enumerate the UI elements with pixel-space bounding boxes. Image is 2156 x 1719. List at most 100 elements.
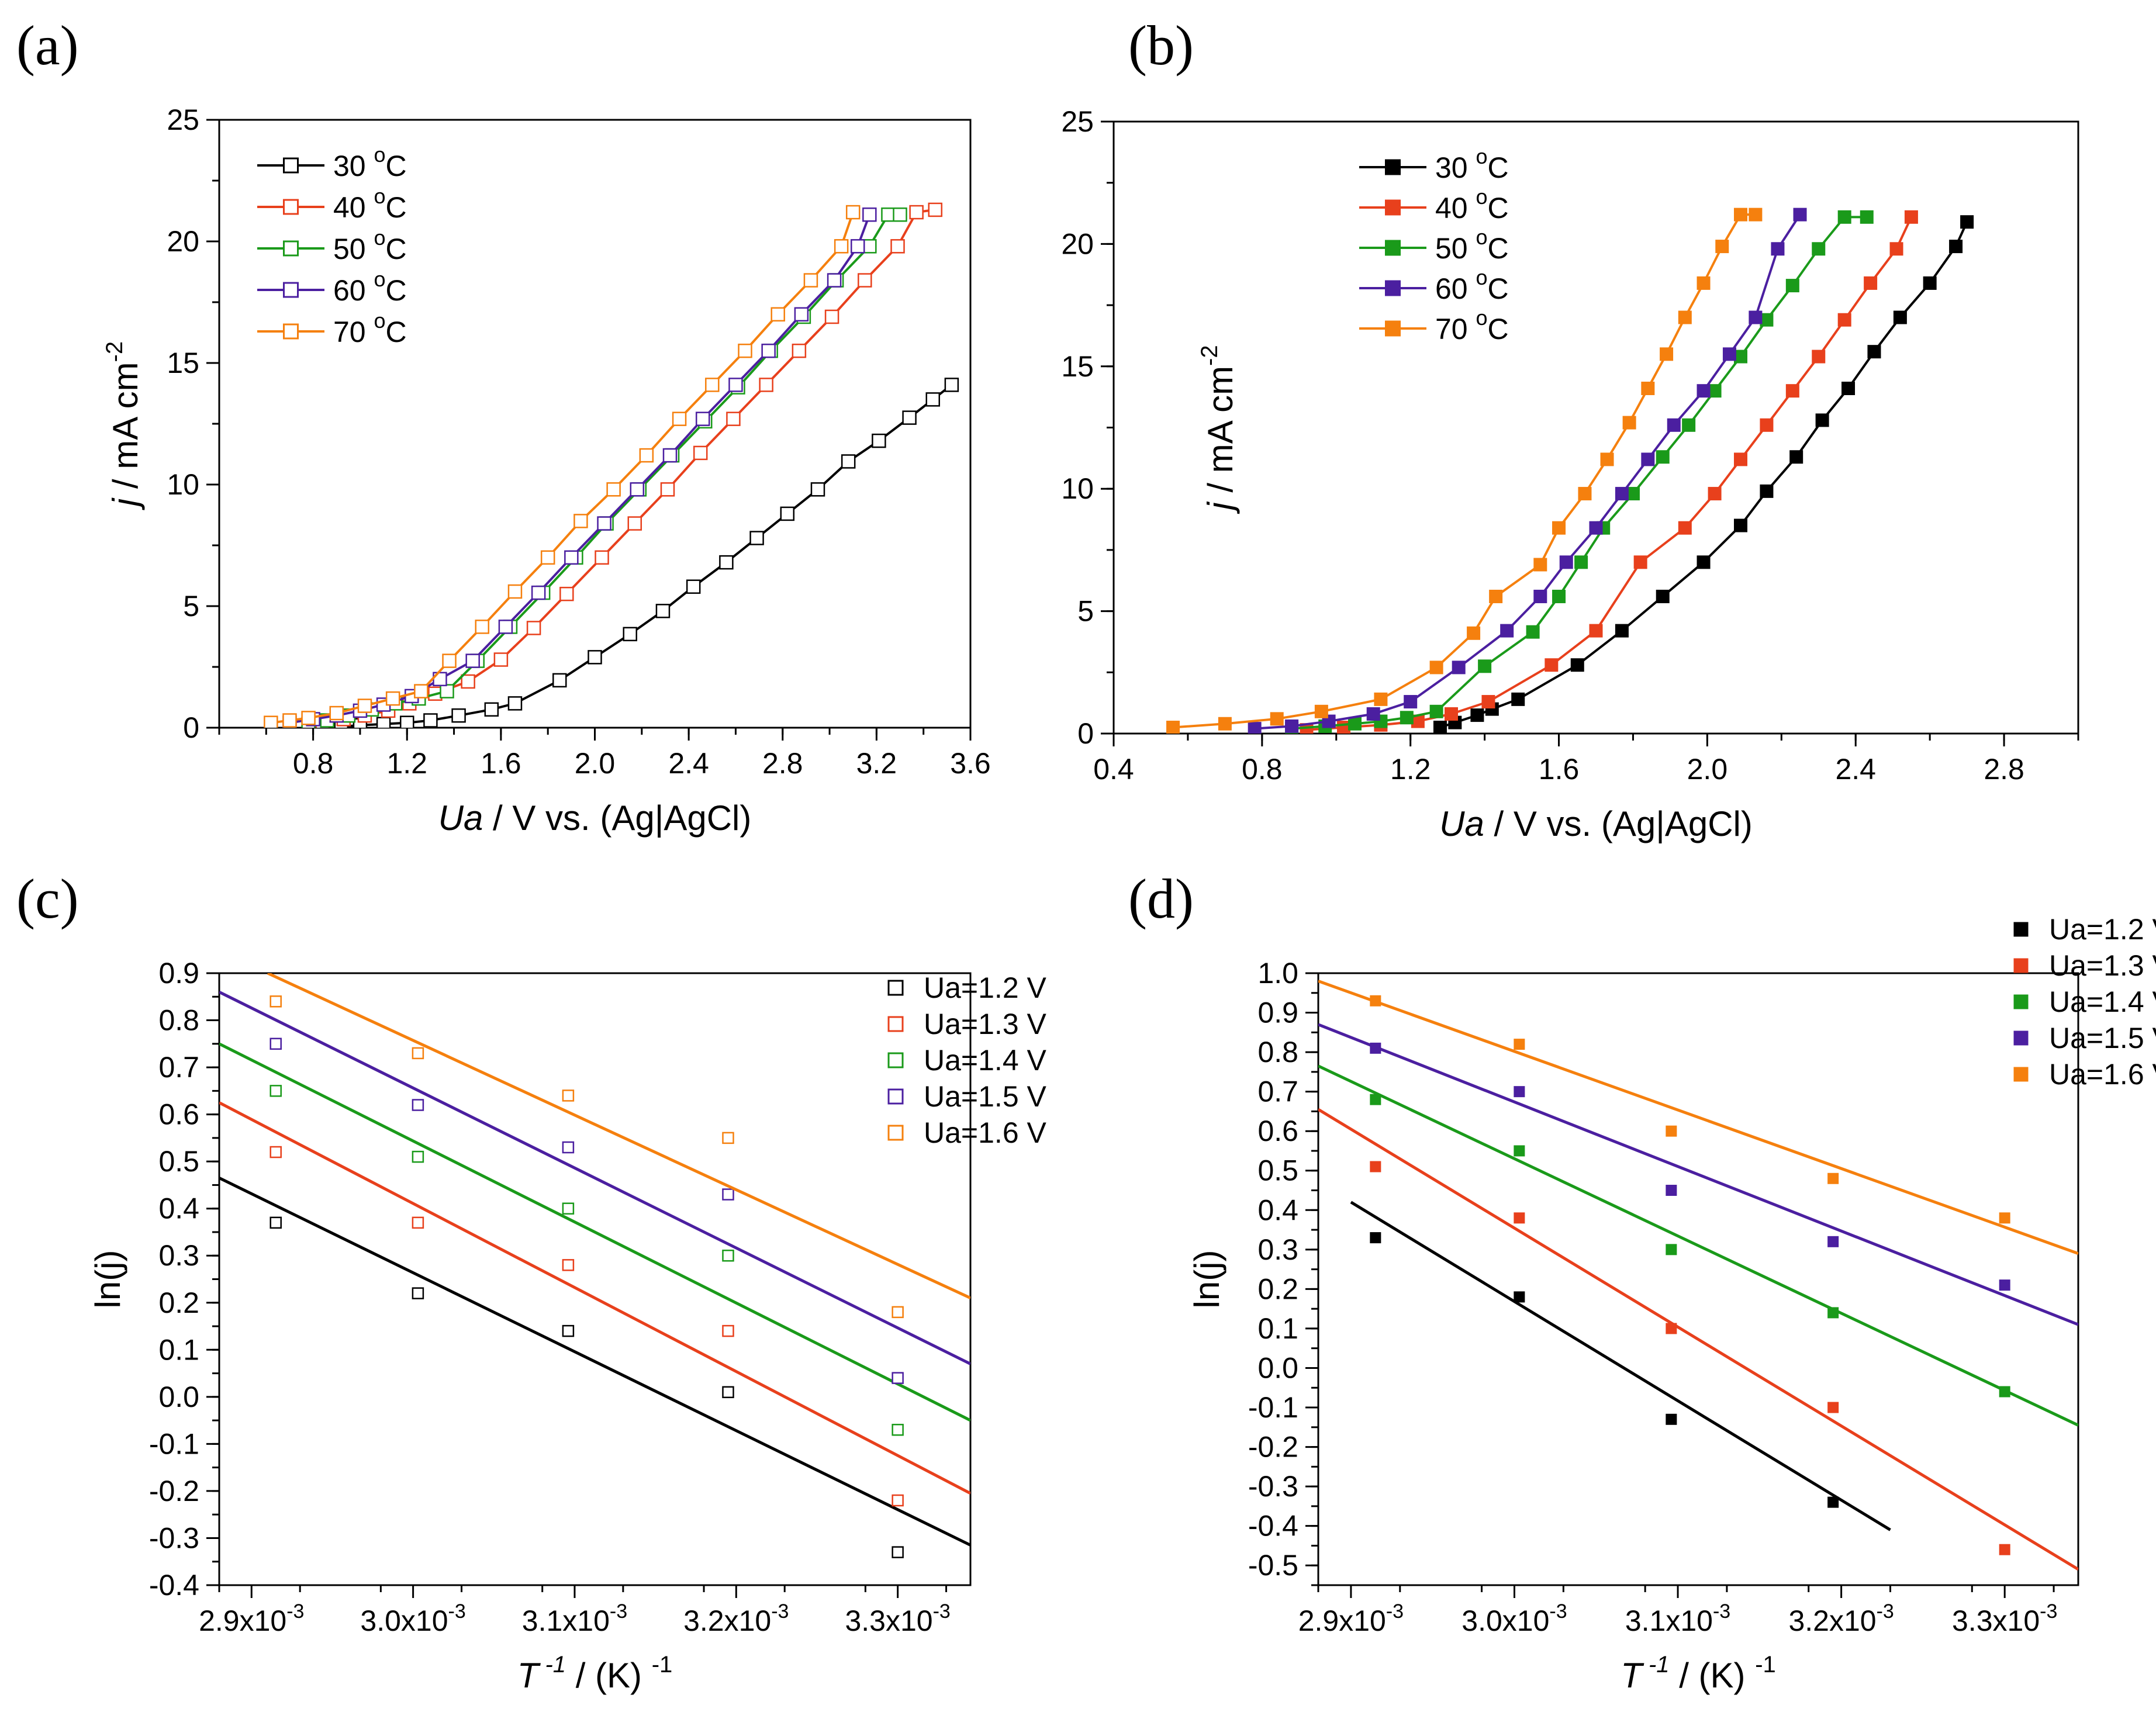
data-point — [1812, 350, 1826, 364]
legend-label: Ua=1.5 V — [924, 1080, 1047, 1113]
data-point — [414, 684, 429, 698]
x-tick-label: 1.6 — [1539, 753, 1580, 786]
data-point — [1666, 1185, 1677, 1196]
y-tick-label: 0 — [183, 711, 199, 744]
y-tick-label: -0.5 — [1248, 1549, 1298, 1582]
data-point — [794, 307, 809, 322]
data-point — [890, 239, 905, 254]
data-point — [824, 309, 839, 324]
data-point — [639, 448, 654, 463]
data-point — [1715, 240, 1729, 254]
series-2 — [219, 1042, 970, 1436]
data-point — [573, 514, 588, 528]
y-tick-label: 0.8 — [158, 1004, 199, 1037]
data-point — [1708, 487, 1722, 501]
data-point — [722, 1324, 734, 1337]
legend-marker — [1385, 240, 1401, 256]
legend-label: Ua=1.6 V — [924, 1116, 1047, 1149]
data-point — [412, 1099, 424, 1111]
legend-marker — [887, 1052, 904, 1068]
legend-marker — [283, 199, 299, 215]
data-point — [925, 392, 940, 407]
data-point — [1749, 207, 1763, 222]
y-tick-label: 10 — [1061, 472, 1094, 505]
data-point — [1678, 521, 1692, 535]
data-point — [1904, 210, 1918, 224]
x-tick-label: 3.1x10-3 — [1625, 1600, 1730, 1637]
data-point — [1837, 210, 1851, 224]
data-point — [1270, 712, 1284, 726]
data-point — [928, 202, 943, 217]
y-tick-label: 10 — [167, 468, 199, 501]
data-point — [672, 411, 687, 426]
data-point — [465, 653, 480, 668]
plot-frame — [218, 972, 972, 1586]
series-line — [341, 383, 953, 728]
y-tick-label: 0.9 — [1257, 997, 1298, 1029]
data-point — [270, 1037, 282, 1050]
legend-marker — [887, 980, 904, 996]
legend-label: 30 oC — [1435, 144, 1509, 184]
data-point — [412, 1216, 424, 1229]
data-point — [1999, 1544, 2010, 1555]
y-tick-label: 0.5 — [158, 1145, 199, 1178]
y-tick-label: 20 — [1061, 227, 1094, 260]
y-tick-label: 0.3 — [158, 1239, 199, 1272]
data-point — [834, 239, 849, 254]
data-point — [1514, 1039, 1525, 1050]
data-point — [1949, 240, 1963, 254]
data-point — [1734, 452, 1747, 466]
data-point — [1666, 1125, 1677, 1137]
legend-marker — [1385, 159, 1401, 175]
data-point — [1166, 721, 1180, 734]
data-point — [507, 584, 523, 599]
data-point — [1615, 624, 1629, 638]
series-line — [1255, 214, 1801, 730]
data-point — [412, 1287, 424, 1299]
data-point — [451, 708, 466, 723]
data-point — [1552, 521, 1566, 535]
y-tick-label: -0.1 — [1248, 1391, 1298, 1424]
legend-label: 70 oC — [1435, 306, 1509, 345]
fit-line — [1318, 1064, 2078, 1427]
x-axis-title: Ua / V vs. (Ag|AgCl) — [438, 798, 752, 838]
data-point — [803, 273, 818, 288]
data-point — [1314, 704, 1328, 718]
data-point — [282, 713, 297, 728]
data-point — [1682, 418, 1696, 432]
data-point — [493, 652, 509, 667]
y-axis-title: ln(j) — [1187, 1250, 1226, 1309]
legend-label: Ua=1.5 V — [2049, 1022, 2156, 1054]
y-tick-label: 0.3 — [1257, 1233, 1298, 1266]
x-tick-label: 2.4 — [668, 747, 709, 780]
y-tick-label: -0.3 — [1248, 1470, 1298, 1503]
data-point — [1589, 521, 1603, 535]
data-point — [1248, 722, 1262, 734]
data-point — [507, 696, 523, 711]
data-point — [1478, 659, 1492, 673]
data-point — [1514, 1212, 1525, 1224]
data-point — [827, 273, 842, 288]
legend-label: 40 oC — [333, 184, 407, 224]
data-point — [862, 207, 877, 222]
data-point — [1370, 1161, 1381, 1172]
data-point — [1999, 1279, 2010, 1291]
plot-frame — [1317, 972, 2079, 1586]
data-point — [1533, 558, 1547, 572]
fit-line — [1318, 1023, 2078, 1326]
data-point — [1433, 721, 1447, 734]
data-point — [1500, 624, 1514, 638]
data-point — [719, 555, 734, 570]
y-tick-label: -0.4 — [149, 1569, 199, 1602]
x-tick-label: 3.3x10-3 — [1952, 1600, 2057, 1637]
panel-label: (d) — [1128, 867, 1194, 930]
data-point — [1366, 707, 1380, 721]
y-tick-label: 0.7 — [158, 1051, 199, 1084]
series-2 — [1285, 210, 1874, 734]
y-tick-label: 0.7 — [1257, 1075, 1298, 1108]
legend-marker — [2013, 922, 2029, 937]
y-tick-label: -0.1 — [149, 1427, 199, 1460]
series-0 — [334, 378, 959, 728]
series-0 — [219, 1177, 970, 1558]
